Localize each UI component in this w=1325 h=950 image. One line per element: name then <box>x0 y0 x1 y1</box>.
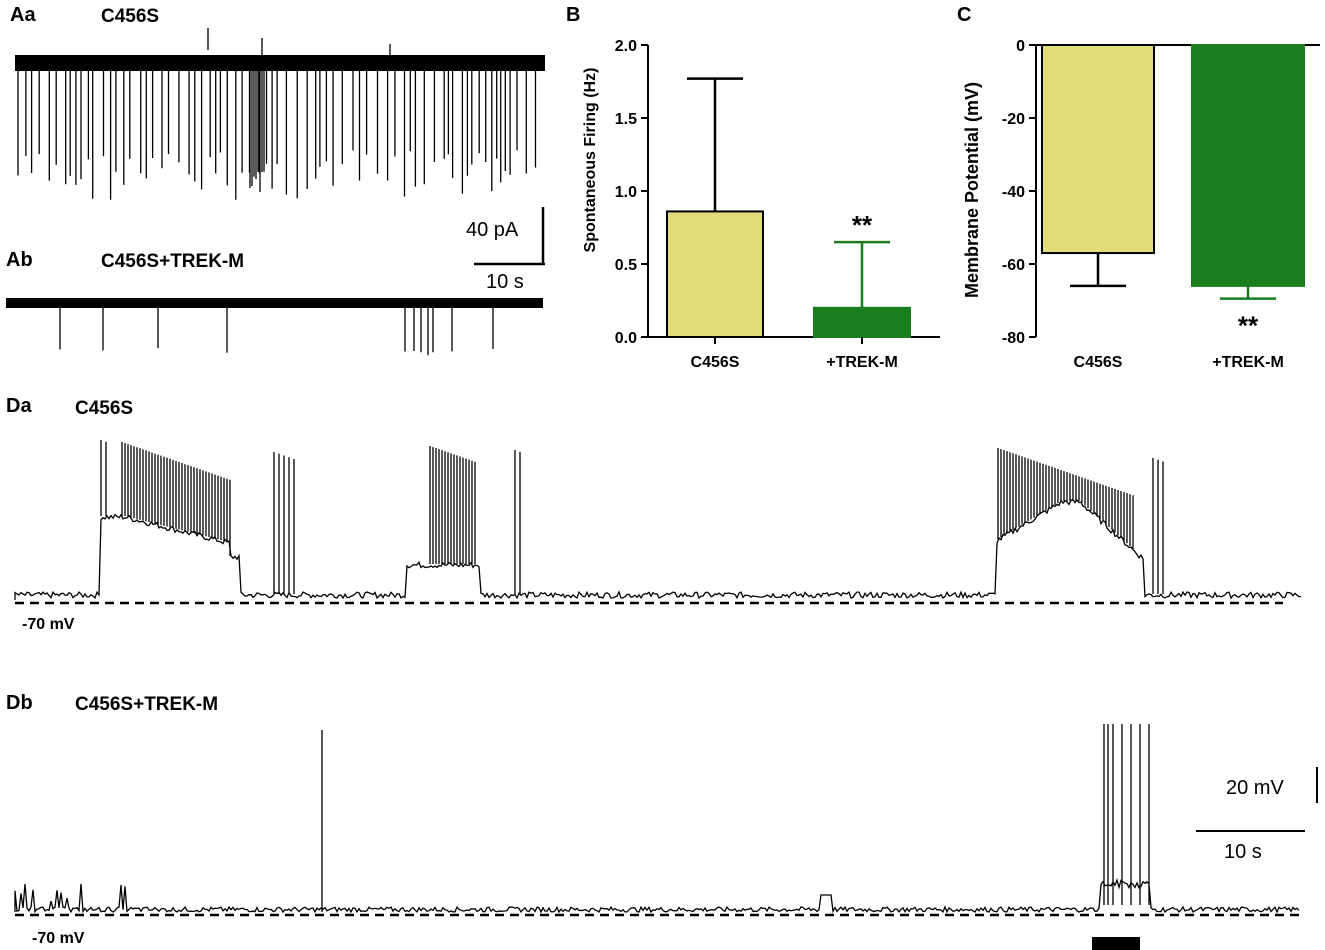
chart-b-ylabel: Spontaneous Firing (Hz) <box>582 68 599 253</box>
trace-db <box>14 724 1300 950</box>
scalebar-a-horizontal-label: 10 s <box>486 271 524 293</box>
chart-c-ytick-label: -20 <box>1002 111 1025 128</box>
chart-b-ytick-label: 2.0 <box>615 38 637 55</box>
chart-b-ticks: 0.0 0.5 1.0 1.5 2.0 <box>615 38 648 347</box>
chart-b-ytick-label: 1.5 <box>615 111 637 128</box>
trace-aa-band <box>15 55 545 71</box>
chart-b-category-label: +TREK-M <box>826 354 898 371</box>
chart-c-bar <box>1041 44 1155 255</box>
chart-c-category-label: +TREK-M <box>1212 354 1284 371</box>
trace-da-voltage <box>14 440 1301 600</box>
stimulus-bar <box>1092 937 1140 950</box>
panel-label-b: B <box>566 4 581 26</box>
chart-c-ticks: 0 -20 -40 -60 -80 <box>1002 38 1036 347</box>
condition-label-ab: C456S+TREK-M <box>101 251 245 272</box>
chart-b-category-label: C456S <box>691 354 740 371</box>
scalebar-d <box>1196 767 1318 832</box>
trace-da <box>14 440 1301 605</box>
chart-b-bars: C456S +TREK-M ** <box>666 77 911 371</box>
scalebar-d-horizontal-label: 10 s <box>1224 841 1262 863</box>
baseline-label-db: -70 mV <box>32 930 85 947</box>
chart-b-significance: ** <box>852 210 873 240</box>
chart-c-bars: C456S +TREK-M ** <box>1041 44 1305 371</box>
baseline-label-da: -70 mV <box>22 616 75 633</box>
trace-ab-spikes <box>59 306 494 356</box>
chart-b: Spontaneous Firing (Hz) 0.00.51.01.52.0 … <box>582 38 940 371</box>
trace-aa-spikes <box>17 28 537 200</box>
chart-b-ytick-label: 1.0 <box>615 184 637 201</box>
scalebar-a-vertical-label: 40 pA <box>466 219 519 241</box>
trace-ab <box>6 298 543 356</box>
condition-label-db: C456S+TREK-M <box>75 694 219 715</box>
chart-b-ytick-label: 0.5 <box>615 257 637 274</box>
trace-db-voltage <box>14 724 1300 914</box>
scalebar-a <box>474 207 545 266</box>
chart-b-ytick-label: 0.0 <box>615 330 637 347</box>
panel-label-db: Db <box>6 692 33 714</box>
chart-c-ytick-label: -40 <box>1002 184 1025 201</box>
chart-c-significance: ** <box>1238 311 1259 341</box>
chart-c-ytick-label: -80 <box>1002 330 1025 347</box>
condition-label-aa: C456S <box>101 6 160 27</box>
chart-c-ylabel: Membrane Potential (mV) <box>962 82 982 298</box>
scalebar-d-vertical-label: 20 mV <box>1226 777 1284 799</box>
trace-ab-band <box>6 298 543 308</box>
chart-c-bar <box>1191 44 1305 287</box>
chart-b-bar <box>666 210 764 338</box>
panel-label-ab: Ab <box>6 249 33 271</box>
chart-c-ytick-label: -60 <box>1002 257 1025 274</box>
trace-aa <box>15 28 545 200</box>
chart-c-ytick-label: 0 <box>1016 38 1025 55</box>
panel-label-c: C <box>957 4 972 26</box>
panel-label-da: Da <box>6 395 32 417</box>
chart-b-bar <box>813 306 911 338</box>
panel-label-aa: Aa <box>10 4 36 26</box>
chart-c: Membrane Potential (mV) 0 -20 -40 -60 -80 C4… <box>962 38 1320 371</box>
condition-label-da: C456S <box>75 398 134 419</box>
chart-c-category-label: C456S <box>1074 354 1123 371</box>
